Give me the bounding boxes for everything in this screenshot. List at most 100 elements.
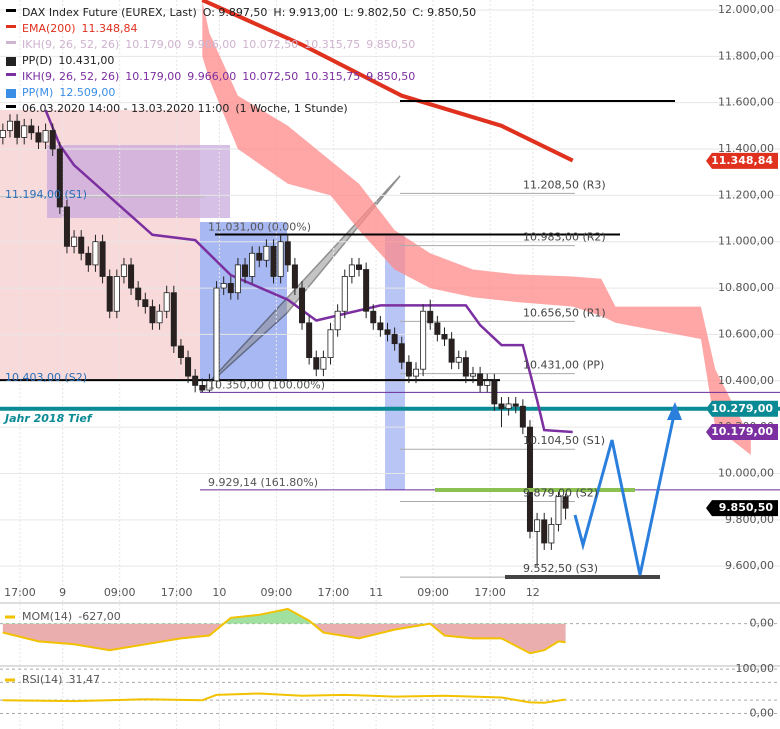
- candle-body: [163, 292, 170, 312]
- legend-value: 12.509,00: [59, 86, 115, 99]
- pivot-label: 10.431,00 (PP): [523, 359, 604, 372]
- candle-body: [42, 130, 49, 143]
- candle-body: [412, 368, 419, 377]
- candle-body: [142, 299, 149, 308]
- plot: [0, 0, 780, 704]
- candle-body: [56, 148, 63, 208]
- candle-body: [541, 519, 548, 544]
- y-tick-label: 11.600,00: [718, 96, 774, 109]
- legend-value: 9.966,00: [187, 38, 236, 51]
- candle-body: [377, 322, 384, 331]
- candle-body: [391, 334, 398, 345]
- y-tick-label: 0,00: [750, 617, 775, 630]
- support-label: Jahr 2018 Tief: [3, 412, 93, 425]
- labels: 12.000,00 11.800,00 11.600,00 11.400,00 11.2…: [3, 3, 778, 720]
- pivot-label: 10.104,50 (S1): [523, 434, 605, 447]
- pivot-label: 9.879,00 (S2): [523, 487, 598, 500]
- candle-body: [21, 125, 28, 138]
- x-tick-label: 09:00: [261, 586, 293, 599]
- candle-body: [106, 276, 113, 312]
- candle-body: [220, 283, 227, 289]
- candle-body: [263, 245, 270, 261]
- zone: [47, 145, 230, 218]
- legend-value: 10.072,50: [242, 70, 298, 83]
- legend-value: 10.179,00: [125, 38, 181, 51]
- legend-value: (1 Woche, 1 Stunde): [235, 102, 347, 115]
- y-tick-label: 10.400,00: [718, 374, 774, 387]
- x-tick-label: 10: [212, 586, 226, 599]
- price-tag-label: 10.279,00: [711, 402, 773, 415]
- legend-label: IKH(9, 26, 52, 26): [22, 70, 119, 83]
- candle-body: [0, 130, 6, 138]
- legend-value: 10.072,50: [242, 38, 298, 51]
- candle-body: [113, 276, 120, 312]
- candle-body: [441, 334, 448, 340]
- candle-body: [334, 310, 341, 331]
- candle-body: [270, 245, 277, 277]
- candle-body: [469, 373, 476, 377]
- x-tick-label: 09:00: [417, 586, 449, 599]
- candle-body: [227, 283, 234, 294]
- candle-body: [448, 338, 455, 363]
- candle-body: [398, 343, 405, 363]
- pivot-label: 11.208,50 (R3): [523, 178, 606, 191]
- price-tag-label: 10.179,00: [711, 425, 773, 438]
- legend-value: 10.431,00: [58, 54, 114, 67]
- rsi-line: [2, 692, 566, 704]
- candle-body: [534, 519, 541, 532]
- price-tag: [706, 500, 778, 517]
- legend-icon: [6, 89, 16, 98]
- candle-body: [363, 269, 370, 312]
- legend-value: 9.850,50: [366, 38, 415, 51]
- legend-value: 10.315,75: [304, 70, 360, 83]
- legend-value: 9.850,50: [366, 70, 415, 83]
- legend-label: RSI(14): [22, 673, 62, 686]
- y-tick-label: 100,00: [736, 662, 775, 675]
- candle-body: [505, 403, 512, 409]
- price-tag: [706, 423, 778, 440]
- candle-body: [548, 524, 555, 544]
- candle-body: [156, 310, 163, 324]
- legend-value: -627,00: [78, 610, 120, 623]
- candle-body: [120, 264, 127, 277]
- pivot-label: 10.656,50 (R1): [523, 306, 606, 319]
- legend-label: DAX Index Future (EUREX, Last): [22, 6, 197, 19]
- candle-body: [299, 287, 306, 324]
- legend-label: MOM(14): [22, 610, 72, 623]
- candle-body: [135, 287, 142, 301]
- candle-body: [348, 264, 355, 277]
- candle-body: [277, 241, 284, 277]
- candle-body: [341, 276, 348, 312]
- candle-body: [320, 357, 327, 370]
- fib-label: 10.350,00 (100.00%): [208, 378, 325, 391]
- legend-value: 9.966,00: [187, 70, 236, 83]
- candle-body: [455, 357, 462, 363]
- legend-value: C: 9.850,50: [412, 6, 476, 19]
- candle-body: [78, 236, 85, 254]
- y-tick-label: 10.600,00: [718, 327, 774, 340]
- candle-body: [249, 252, 256, 277]
- x-tick-label: 9: [59, 586, 66, 599]
- candle-body: [484, 380, 491, 386]
- candle-body: [14, 120, 21, 138]
- candle-body: [519, 405, 526, 428]
- legend-icon: [6, 25, 16, 28]
- x-tick-label: 09:00: [104, 586, 136, 599]
- fib-label: 11.031,00 (0.00%): [208, 221, 311, 234]
- candle-body: [92, 241, 99, 266]
- legend-value: 10.179,00: [125, 70, 181, 83]
- legend-value: 31,47: [68, 673, 100, 686]
- y-tick-label: 0,00: [750, 707, 775, 720]
- legend-label: PP(M): [22, 86, 53, 99]
- y-tick-label: 11.400,00: [718, 142, 774, 155]
- candle-body: [284, 241, 291, 266]
- momentum-area: [2, 624, 566, 654]
- legend-value: O: 9.897,50: [203, 6, 268, 19]
- candle-body: [6, 120, 13, 131]
- candle-body: [99, 241, 106, 277]
- candle-body: [512, 403, 519, 407]
- candle-body: [462, 357, 469, 377]
- momentum-area: [2, 608, 566, 624]
